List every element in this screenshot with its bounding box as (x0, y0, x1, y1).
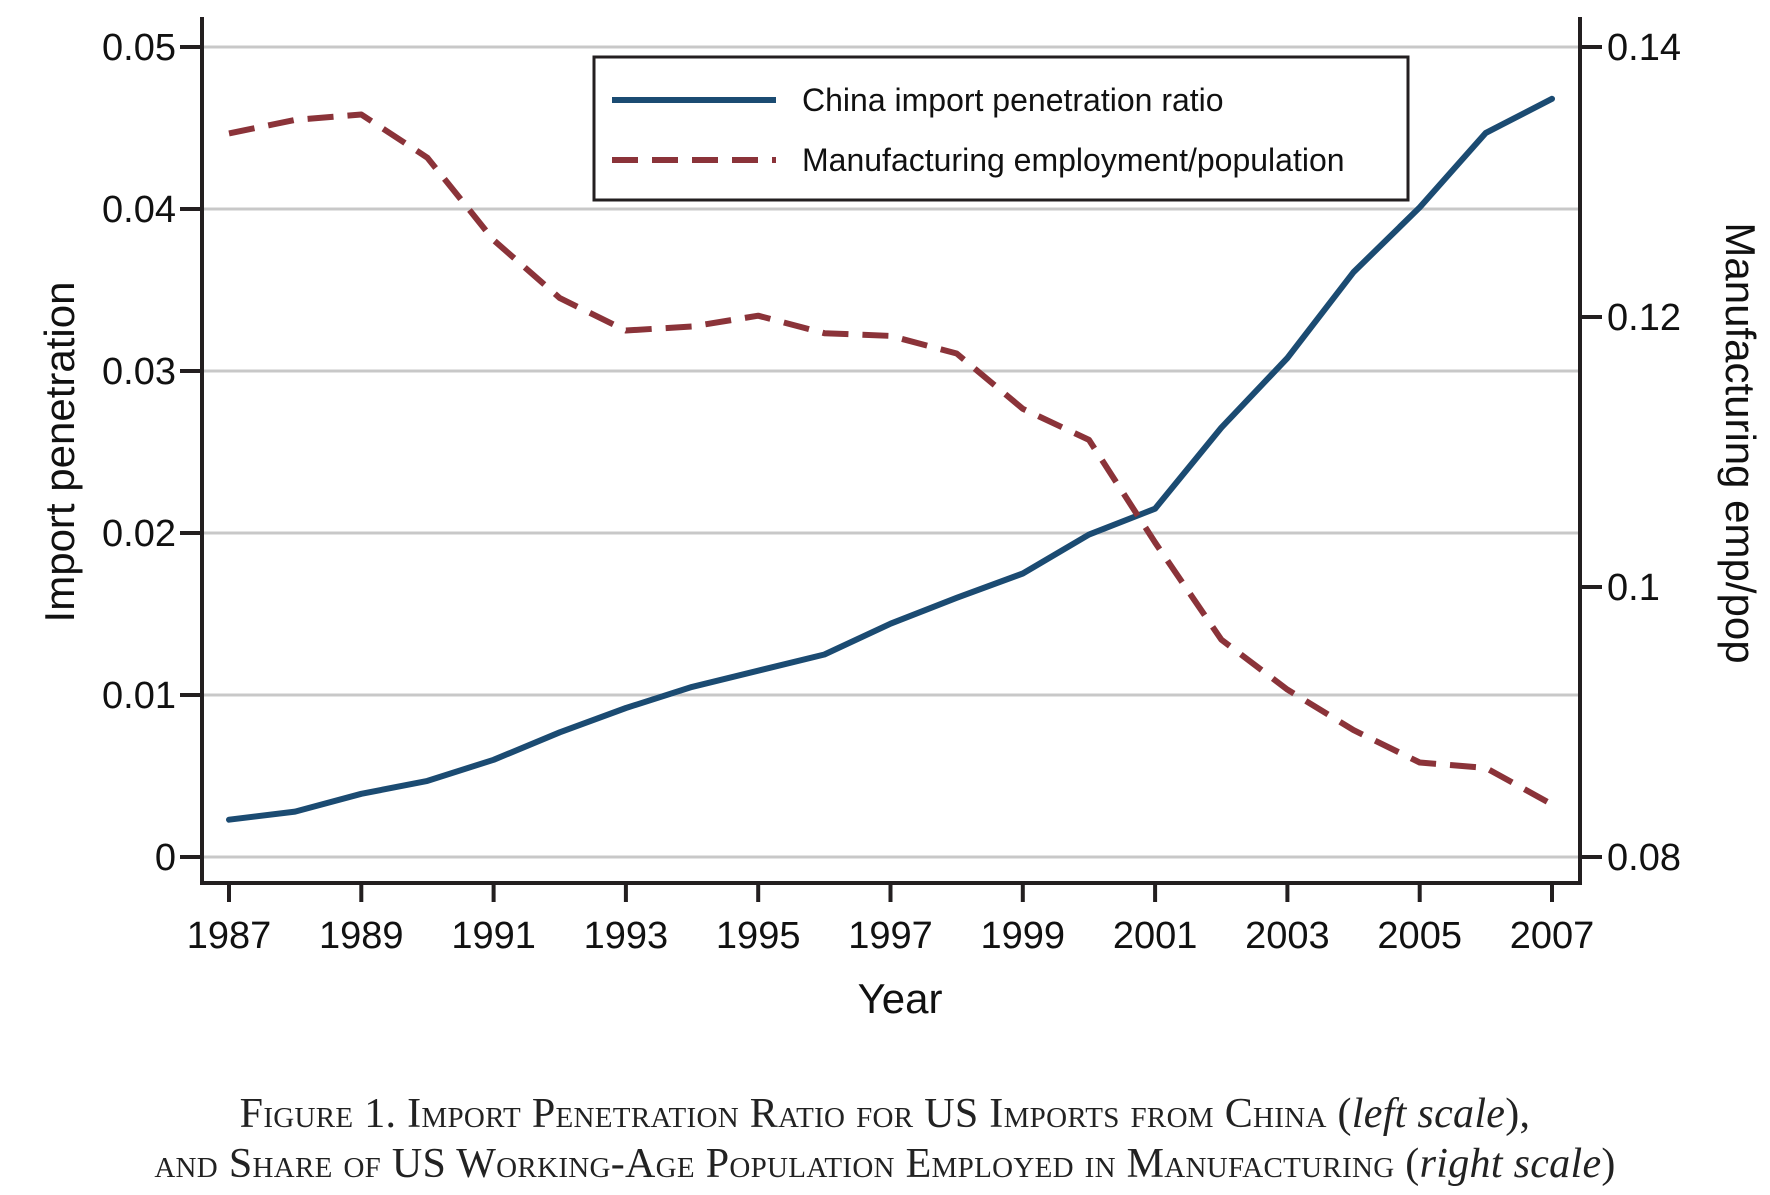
y-tick-label-right: 0.14 (1607, 27, 1681, 69)
y-tick-label-right: 0.12 (1607, 297, 1681, 339)
x-tick-label: 1987 (187, 915, 272, 957)
legend: China import penetration ratio Manufactu… (592, 55, 1410, 202)
series-line-manufacturing-emp-pop (228, 111, 1554, 808)
caption-line-1-text: Figure 1. Import Penetration Ratio for U… (239, 1091, 1352, 1137)
y-tick-label-left: 0 (155, 837, 176, 879)
figure-caption-line-1: Figure 1. Import Penetration Ratio for U… (0, 1090, 1770, 1138)
legend-label-manufacturing: Manufacturing employment/population (802, 142, 1345, 178)
x-tick-label: 2007 (1510, 915, 1595, 957)
x-tick-label: 2003 (1245, 915, 1330, 957)
x-tick-label: 1989 (319, 915, 404, 957)
y-tick-label-left: 0.03 (102, 351, 176, 393)
gridlines (204, 45, 1578, 859)
caption-line-1-end: ), (1505, 1091, 1531, 1137)
y-tick-label-right: 0.1 (1607, 567, 1660, 609)
left-axis-ticks: 0 0.01 0.02 0.03 0.04 0.05 (102, 27, 202, 879)
y-axis-title-left: Import penetration (36, 282, 83, 623)
x-tick-label: 1997 (848, 915, 933, 957)
y-tick-label-right: 0.08 (1607, 837, 1681, 879)
y-tick-label-left: 0.05 (102, 27, 176, 69)
y-axis-title-right: Manufacturing emp/pop (1717, 222, 1764, 663)
x-tick-label: 1993 (584, 915, 669, 957)
caption-line-2-end: ) (1601, 1141, 1616, 1187)
legend-box (592, 55, 1410, 202)
series-layer (226, 95, 1555, 823)
y-tick-label-left: 0.01 (102, 675, 176, 717)
y-tick-label-left: 0.02 (102, 513, 176, 555)
x-tick-label: 2005 (1377, 915, 1462, 957)
x-tick-label: 2001 (1113, 915, 1198, 957)
x-axis-title: Year (858, 975, 943, 1022)
x-tick-label: 1995 (716, 915, 801, 957)
caption-line-2-text: and Share of US Working-Age Population E… (154, 1141, 1420, 1187)
x-tick-label: 1991 (451, 915, 536, 957)
legend-label-china-import: China import penetration ratio (802, 82, 1224, 118)
x-axis-ticks: 1987 1989 1991 1993 1995 1997 1999 2001 2003 2005… (187, 883, 1595, 957)
series-line-china-import-penetration (226, 95, 1555, 823)
caption-left-scale: left scale (1351, 1091, 1506, 1137)
right-axis-ticks: 0.08 0.1 0.12 0.14 (1580, 27, 1681, 879)
y-tick-label-left: 0.04 (102, 189, 176, 231)
figure-caption-line-2: and Share of US Working-Age Population E… (0, 1140, 1770, 1188)
caption-right-scale: right scale (1419, 1141, 1602, 1187)
x-tick-label: 1999 (981, 915, 1066, 957)
